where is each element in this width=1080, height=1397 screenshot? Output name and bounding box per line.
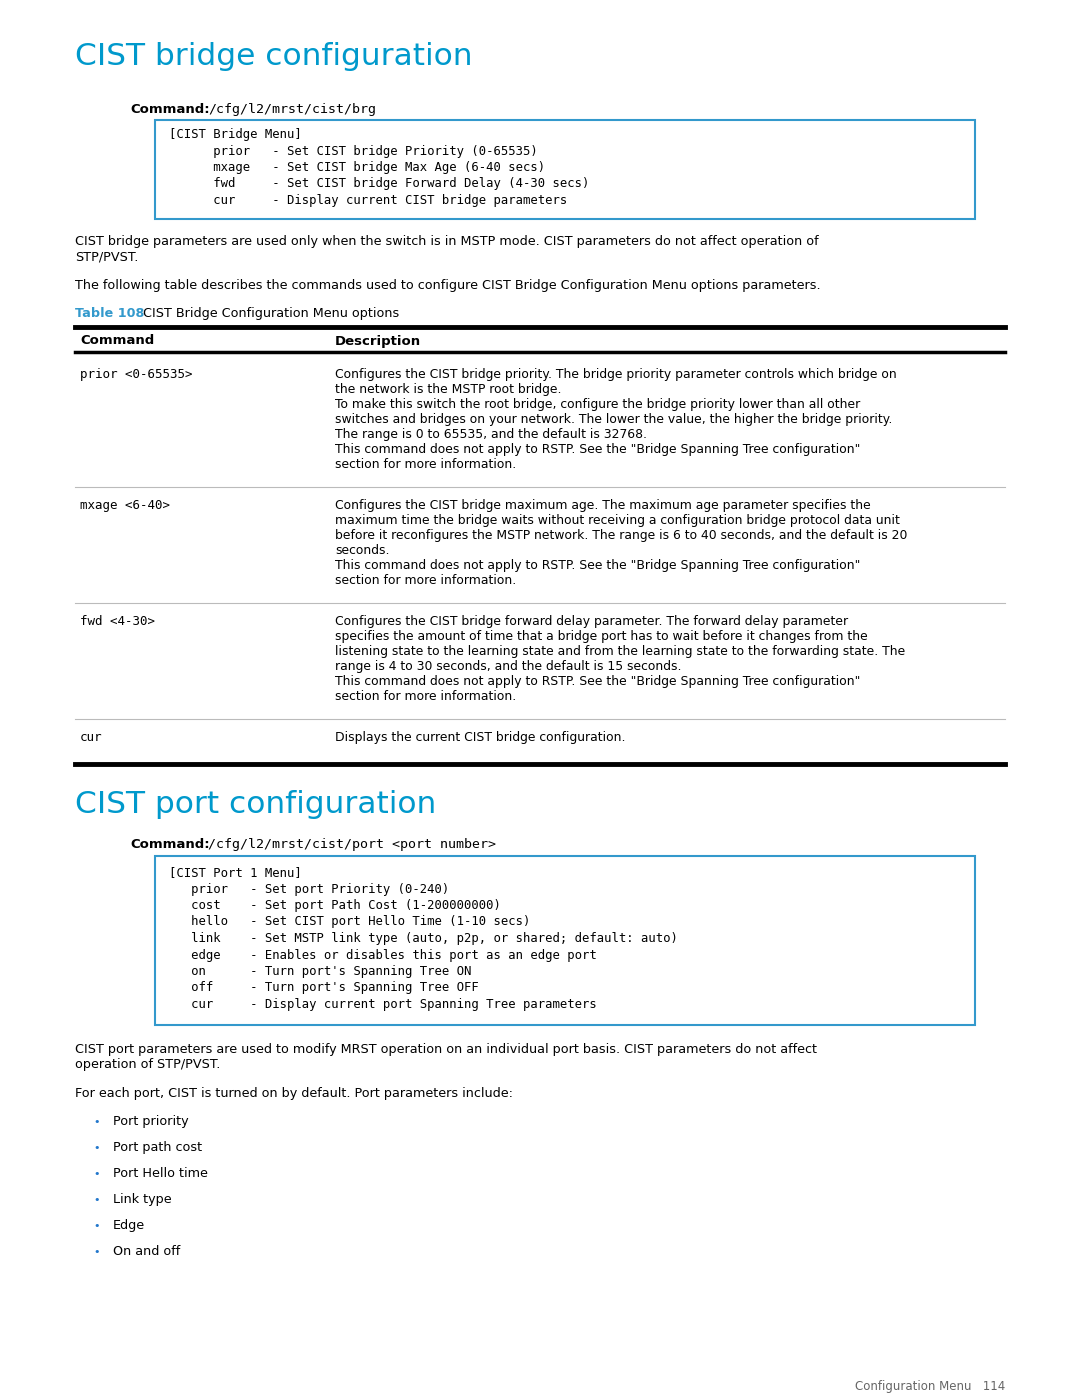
Text: •: •: [93, 1118, 99, 1127]
Text: before it reconfigures the MSTP network. The range is 6 to 40 seconds, and the d: before it reconfigures the MSTP network.…: [335, 529, 907, 542]
Text: Port Hello time: Port Hello time: [113, 1166, 207, 1180]
Text: fwd     - Set CIST bridge Forward Delay (4-30 secs): fwd - Set CIST bridge Forward Delay (4-3…: [168, 177, 590, 190]
FancyBboxPatch shape: [156, 856, 975, 1024]
Text: switches and bridges on your network. The lower the value, the higher the bridge: switches and bridges on your network. Th…: [335, 414, 892, 426]
Text: edge    - Enables or disables this port as an edge port: edge - Enables or disables this port as …: [168, 949, 597, 961]
Text: cur     - Display current CIST bridge parameters: cur - Display current CIST bridge parame…: [168, 194, 567, 207]
Text: /cfg/l2/mrst/cist/port <port number>: /cfg/l2/mrst/cist/port <port number>: [208, 838, 496, 851]
Text: seconds.: seconds.: [335, 543, 390, 557]
Text: Edge: Edge: [113, 1220, 145, 1232]
Text: Port priority: Port priority: [113, 1115, 189, 1127]
Text: Configures the CIST bridge maximum age. The maximum age parameter specifies the: Configures the CIST bridge maximum age. …: [335, 499, 870, 511]
Text: CIST port configuration: CIST port configuration: [75, 789, 436, 819]
Text: operation of STP/PVST.: operation of STP/PVST.: [75, 1058, 220, 1071]
Text: Port path cost: Port path cost: [113, 1141, 202, 1154]
Text: specifies the amount of time that a bridge port has to wait before it changes fr: specifies the amount of time that a brid…: [335, 630, 867, 643]
FancyBboxPatch shape: [156, 120, 975, 218]
Text: This command does not apply to RSTP. See the "Bridge Spanning Tree configuration: This command does not apply to RSTP. See…: [335, 443, 861, 455]
Text: prior <0-65535>: prior <0-65535>: [80, 367, 192, 381]
Text: on      - Turn port's Spanning Tree ON: on - Turn port's Spanning Tree ON: [168, 965, 471, 978]
Text: Configuration Menu   114: Configuration Menu 114: [854, 1380, 1005, 1393]
Text: maximum time the bridge waits without receiving a configuration bridge protocol : maximum time the bridge waits without re…: [335, 514, 900, 527]
Text: •: •: [93, 1194, 99, 1206]
Text: [CIST Port 1 Menu]: [CIST Port 1 Menu]: [168, 866, 301, 879]
Text: fwd <4-30>: fwd <4-30>: [80, 615, 156, 629]
Text: prior   - Set CIST bridge Priority (0-65535): prior - Set CIST bridge Priority (0-6553…: [168, 144, 538, 158]
Text: Link type: Link type: [113, 1193, 172, 1206]
Text: prior   - Set port Priority (0-240): prior - Set port Priority (0-240): [168, 883, 449, 895]
Text: off     - Turn port's Spanning Tree OFF: off - Turn port's Spanning Tree OFF: [168, 982, 478, 995]
Text: mxage   - Set CIST bridge Max Age (6-40 secs): mxage - Set CIST bridge Max Age (6-40 se…: [168, 161, 545, 175]
Text: The following table describes the commands used to configure CIST Bridge Configu: The following table describes the comman…: [75, 279, 821, 292]
Text: range is 4 to 30 seconds, and the default is 15 seconds.: range is 4 to 30 seconds, and the defaul…: [335, 659, 681, 673]
Text: /cfg/l2/mrst/cist/brg: /cfg/l2/mrst/cist/brg: [208, 103, 376, 116]
Text: [CIST Bridge Menu]: [CIST Bridge Menu]: [168, 129, 301, 141]
Text: •: •: [93, 1143, 99, 1153]
Text: Displays the current CIST bridge configuration.: Displays the current CIST bridge configu…: [335, 731, 625, 745]
Text: CIST Bridge Configuration Menu options: CIST Bridge Configuration Menu options: [143, 307, 400, 320]
Text: hello   - Set CIST port Hello Time (1-10 secs): hello - Set CIST port Hello Time (1-10 s…: [168, 915, 530, 929]
Text: This command does not apply to RSTP. See the "Bridge Spanning Tree configuration: This command does not apply to RSTP. See…: [335, 559, 861, 571]
Text: cur     - Display current port Spanning Tree parameters: cur - Display current port Spanning Tree…: [168, 997, 597, 1011]
Text: Description: Description: [335, 334, 421, 348]
Text: section for more information.: section for more information.: [335, 574, 516, 587]
Text: Configures the CIST bridge forward delay parameter. The forward delay parameter: Configures the CIST bridge forward delay…: [335, 615, 848, 629]
Text: listening state to the learning state and from the learning state to the forward: listening state to the learning state an…: [335, 645, 905, 658]
Text: Configures the CIST bridge priority. The bridge priority parameter controls whic: Configures the CIST bridge priority. The…: [335, 367, 896, 381]
Text: mxage <6-40>: mxage <6-40>: [80, 499, 170, 511]
Text: CIST bridge parameters are used only when the switch is in MSTP mode. CIST param: CIST bridge parameters are used only whe…: [75, 235, 819, 247]
Text: section for more information.: section for more information.: [335, 690, 516, 703]
Text: Table 108: Table 108: [75, 307, 145, 320]
Text: Command: Command: [80, 334, 154, 348]
Text: CIST bridge configuration: CIST bridge configuration: [75, 42, 473, 71]
Text: section for more information.: section for more information.: [335, 458, 516, 471]
Text: link    - Set MSTP link type (auto, p2p, or shared; default: auto): link - Set MSTP link type (auto, p2p, or…: [168, 932, 678, 944]
Text: STP/PVST.: STP/PVST.: [75, 250, 138, 263]
Text: •: •: [93, 1248, 99, 1257]
Text: •: •: [93, 1169, 99, 1179]
Text: On and off: On and off: [113, 1245, 180, 1259]
Text: Command:: Command:: [130, 103, 210, 116]
Text: •: •: [93, 1221, 99, 1231]
Text: cur: cur: [80, 731, 103, 745]
Text: To make this switch the root bridge, configure the bridge priority lower than al: To make this switch the root bridge, con…: [335, 398, 861, 411]
Text: This command does not apply to RSTP. See the "Bridge Spanning Tree configuration: This command does not apply to RSTP. See…: [335, 675, 861, 687]
Text: the network is the MSTP root bridge.: the network is the MSTP root bridge.: [335, 383, 562, 395]
Text: For each port, CIST is turned on by default. Port parameters include:: For each port, CIST is turned on by defa…: [75, 1087, 513, 1101]
Text: The range is 0 to 65535, and the default is 32768.: The range is 0 to 65535, and the default…: [335, 427, 647, 441]
Text: cost    - Set port Path Cost (1-200000000): cost - Set port Path Cost (1-200000000): [168, 900, 501, 912]
Text: CIST port parameters are used to modify MRST operation on an individual port bas: CIST port parameters are used to modify …: [75, 1042, 816, 1056]
Text: Command:: Command:: [130, 838, 210, 851]
